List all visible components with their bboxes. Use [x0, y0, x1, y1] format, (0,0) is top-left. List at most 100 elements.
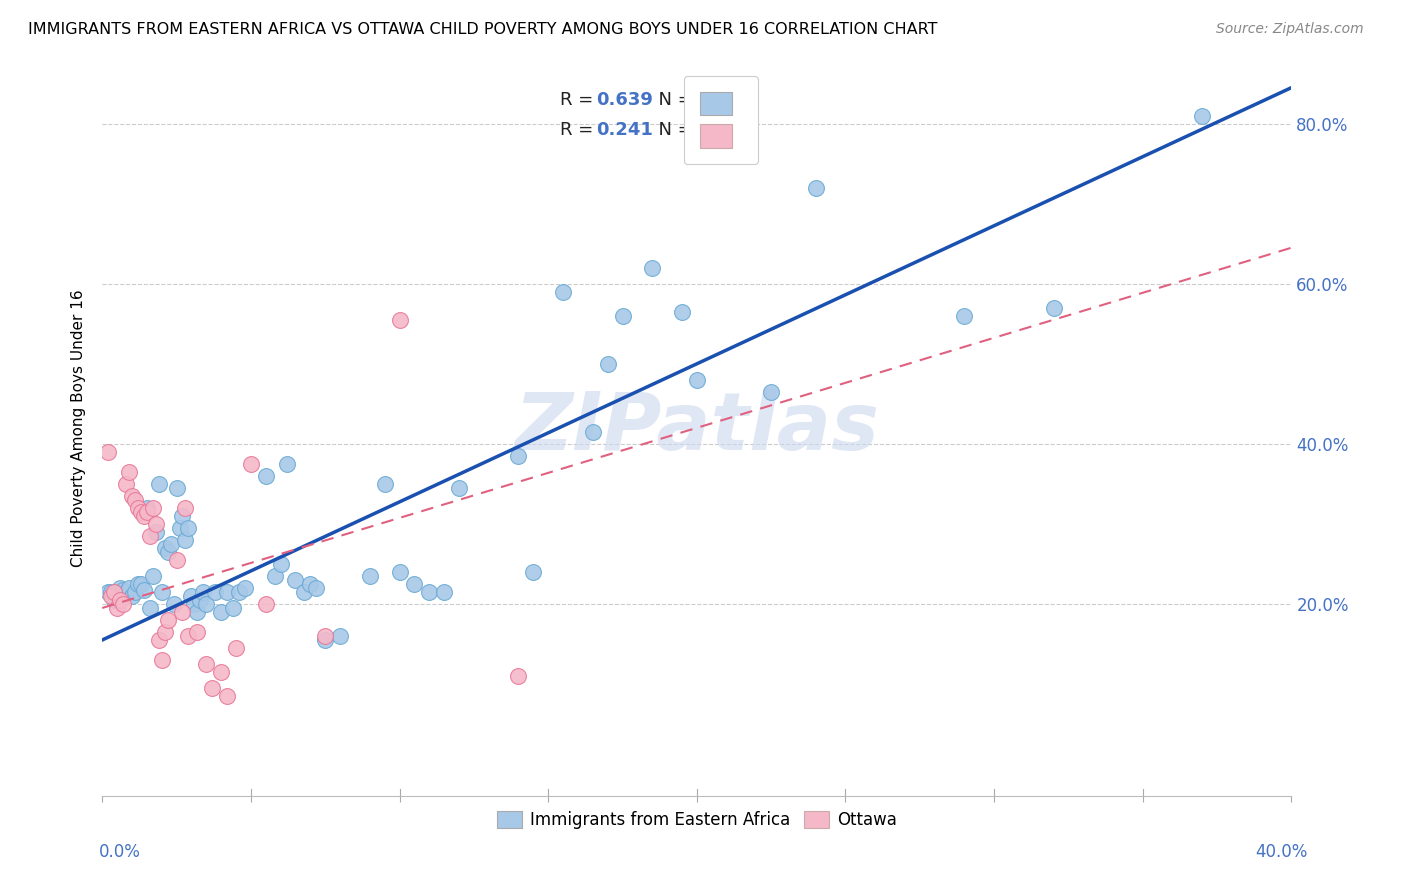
Point — [142, 500, 165, 515]
Point — [953, 309, 976, 323]
Point — [254, 597, 277, 611]
Point — [374, 476, 396, 491]
Point — [447, 481, 470, 495]
Point — [103, 593, 125, 607]
Point — [314, 632, 336, 647]
Point — [97, 445, 120, 459]
Point — [148, 476, 170, 491]
Point — [359, 569, 381, 583]
Point — [804, 180, 827, 194]
Point — [522, 565, 544, 579]
Point — [388, 565, 411, 579]
Legend: Immigrants from Eastern Africa, Ottawa: Immigrants from Eastern Africa, Ottawa — [491, 804, 904, 836]
Point — [118, 465, 141, 479]
Point — [172, 508, 194, 523]
Point — [118, 581, 141, 595]
Point — [508, 669, 530, 683]
Point — [139, 529, 162, 543]
Point — [129, 505, 152, 519]
Point — [209, 605, 232, 619]
Text: 0.639: 0.639 — [596, 91, 652, 109]
Text: 40.0%: 40.0% — [1256, 843, 1308, 861]
Point — [150, 653, 173, 667]
Text: IMMIGRANTS FROM EASTERN AFRICA VS OTTAWA CHILD POVERTY AMONG BOYS UNDER 16 CORRE: IMMIGRANTS FROM EASTERN AFRICA VS OTTAWA… — [28, 22, 938, 37]
Point — [145, 524, 167, 539]
Point — [388, 312, 411, 326]
Point — [233, 581, 256, 595]
Point — [115, 585, 138, 599]
Point — [159, 537, 181, 551]
Point — [228, 585, 250, 599]
Point — [169, 521, 191, 535]
Point — [217, 585, 239, 599]
Point — [508, 449, 530, 463]
Point — [111, 597, 134, 611]
Point — [150, 585, 173, 599]
Point — [174, 500, 197, 515]
Point — [612, 309, 634, 323]
Point — [115, 476, 138, 491]
Text: 70: 70 — [695, 91, 720, 109]
Point — [270, 557, 292, 571]
Point — [177, 521, 200, 535]
Point — [172, 605, 194, 619]
Point — [305, 581, 328, 595]
Point — [103, 585, 125, 599]
Point — [97, 585, 120, 599]
Point — [121, 489, 143, 503]
Point — [132, 582, 155, 597]
Point — [193, 585, 215, 599]
Text: N =: N = — [647, 91, 699, 109]
Point — [188, 593, 211, 607]
Point — [124, 585, 146, 599]
Point — [1191, 109, 1213, 123]
Point — [596, 357, 619, 371]
Point — [177, 629, 200, 643]
Point — [209, 665, 232, 679]
Point — [124, 492, 146, 507]
Point — [183, 597, 205, 611]
Point — [156, 545, 179, 559]
Text: 0.0%: 0.0% — [98, 843, 141, 861]
Point — [195, 657, 218, 671]
Point — [135, 500, 157, 515]
Point — [166, 481, 188, 495]
Point — [100, 585, 122, 599]
Point — [551, 285, 574, 299]
Text: Source: ZipAtlas.com: Source: ZipAtlas.com — [1216, 22, 1364, 37]
Text: 36: 36 — [695, 120, 720, 138]
Text: R =: R = — [560, 91, 599, 109]
Point — [195, 597, 218, 611]
Point — [217, 689, 239, 703]
Point — [204, 585, 226, 599]
Point — [111, 582, 134, 597]
Point — [142, 569, 165, 583]
Point — [105, 601, 128, 615]
Point — [299, 577, 322, 591]
Point — [108, 593, 131, 607]
Point — [148, 632, 170, 647]
Point — [186, 624, 208, 639]
Point — [404, 577, 426, 591]
Point — [276, 457, 298, 471]
Point — [201, 681, 224, 695]
Point — [129, 577, 152, 591]
Point — [263, 569, 285, 583]
Point — [166, 553, 188, 567]
Text: ZIPatlas: ZIPatlas — [515, 389, 879, 467]
Point — [759, 384, 782, 399]
Point — [1042, 301, 1064, 315]
Point — [314, 629, 336, 643]
Y-axis label: Child Poverty Among Boys Under 16: Child Poverty Among Boys Under 16 — [72, 289, 86, 566]
Point — [127, 577, 149, 591]
Text: N =: N = — [647, 120, 699, 138]
Point — [132, 508, 155, 523]
Point — [433, 585, 456, 599]
Point — [418, 585, 440, 599]
Point — [153, 624, 176, 639]
Point — [222, 601, 245, 615]
Point — [239, 457, 262, 471]
Point — [180, 589, 202, 603]
Point — [254, 468, 277, 483]
Point — [127, 500, 149, 515]
